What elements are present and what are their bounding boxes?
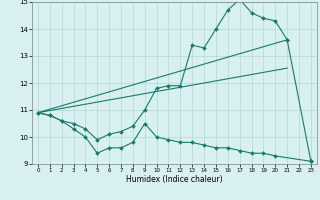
X-axis label: Humidex (Indice chaleur): Humidex (Indice chaleur) [126, 175, 223, 184]
